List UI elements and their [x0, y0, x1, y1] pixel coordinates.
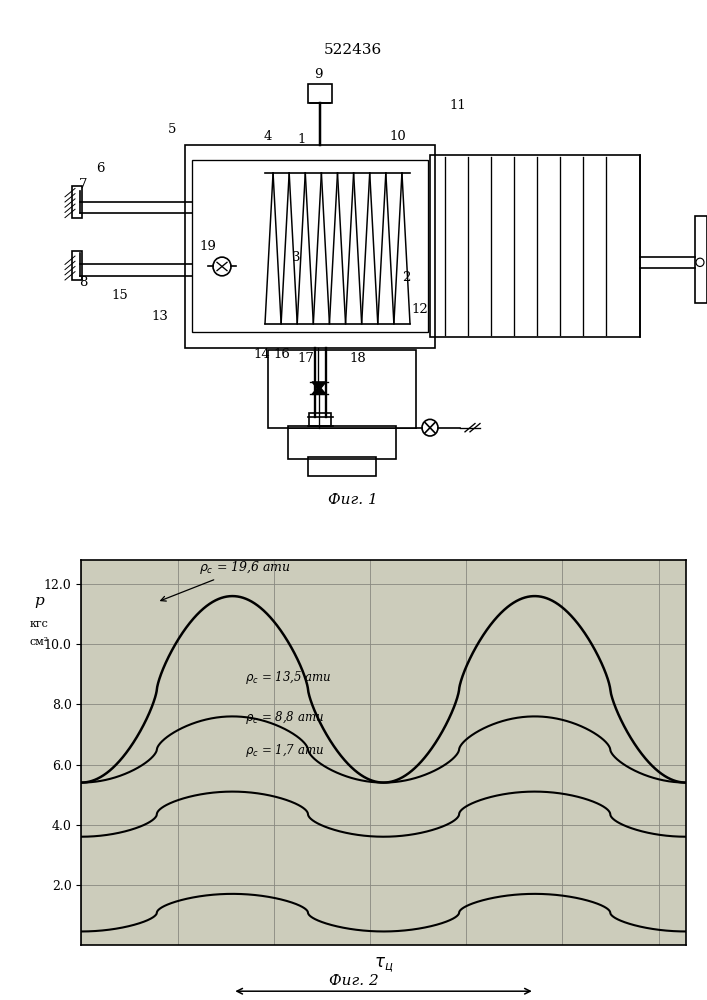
Text: 12: 12: [411, 303, 428, 316]
Text: Фиг. 1: Фиг. 1: [328, 493, 378, 507]
Text: 11: 11: [450, 99, 467, 112]
Text: 17: 17: [298, 352, 315, 364]
Text: 14: 14: [254, 348, 270, 361]
Text: 18: 18: [350, 352, 366, 364]
Bar: [308, 84, 332, 103]
Text: $\rho_c$ = 13,5 ати: $\rho_c$ = 13,5 ати: [245, 669, 331, 686]
Text: 15: 15: [112, 289, 129, 302]
Text: 8: 8: [78, 276, 87, 289]
Bar: [308, 457, 376, 476]
Text: 1: 1: [298, 133, 306, 146]
Text: 9: 9: [314, 68, 322, 81]
Bar: [185, 145, 435, 348]
Polygon shape: [312, 382, 326, 390]
Bar: [72, 251, 82, 280]
Bar: [695, 216, 707, 303]
Text: 16: 16: [274, 348, 291, 361]
Text: 2: 2: [402, 271, 410, 284]
Bar: [309, 413, 331, 426]
Bar: [268, 350, 416, 428]
Text: 3: 3: [292, 251, 300, 264]
Text: 13: 13: [151, 310, 168, 323]
Text: кгс: кгс: [30, 619, 49, 629]
Text: $\rho_c$ = 19,6 ати: $\rho_c$ = 19,6 ати: [160, 559, 291, 601]
Bar: [192, 160, 428, 332]
Bar: [288, 426, 396, 459]
Text: $\tau_ц$: $\tau_ц$: [374, 956, 393, 974]
Text: см²: см²: [30, 637, 49, 647]
Bar: [72, 186, 82, 218]
Text: Фиг. 2: Фиг. 2: [329, 974, 378, 988]
Text: 6: 6: [95, 162, 104, 175]
Text: 522436: 522436: [324, 43, 382, 57]
Text: 10: 10: [390, 130, 407, 143]
Text: 7: 7: [78, 178, 87, 191]
Text: 4: 4: [264, 130, 272, 143]
Circle shape: [422, 419, 438, 436]
Polygon shape: [312, 386, 326, 394]
Text: p: p: [34, 594, 44, 608]
Text: $\rho_c$ = 1,7 ати: $\rho_c$ = 1,7 ати: [245, 742, 324, 759]
Text: 5: 5: [168, 123, 176, 136]
Text: 19: 19: [199, 240, 216, 253]
Text: $\rho_c$ = 8,8 ати: $\rho_c$ = 8,8 ати: [245, 709, 324, 726]
Bar: [430, 155, 640, 337]
